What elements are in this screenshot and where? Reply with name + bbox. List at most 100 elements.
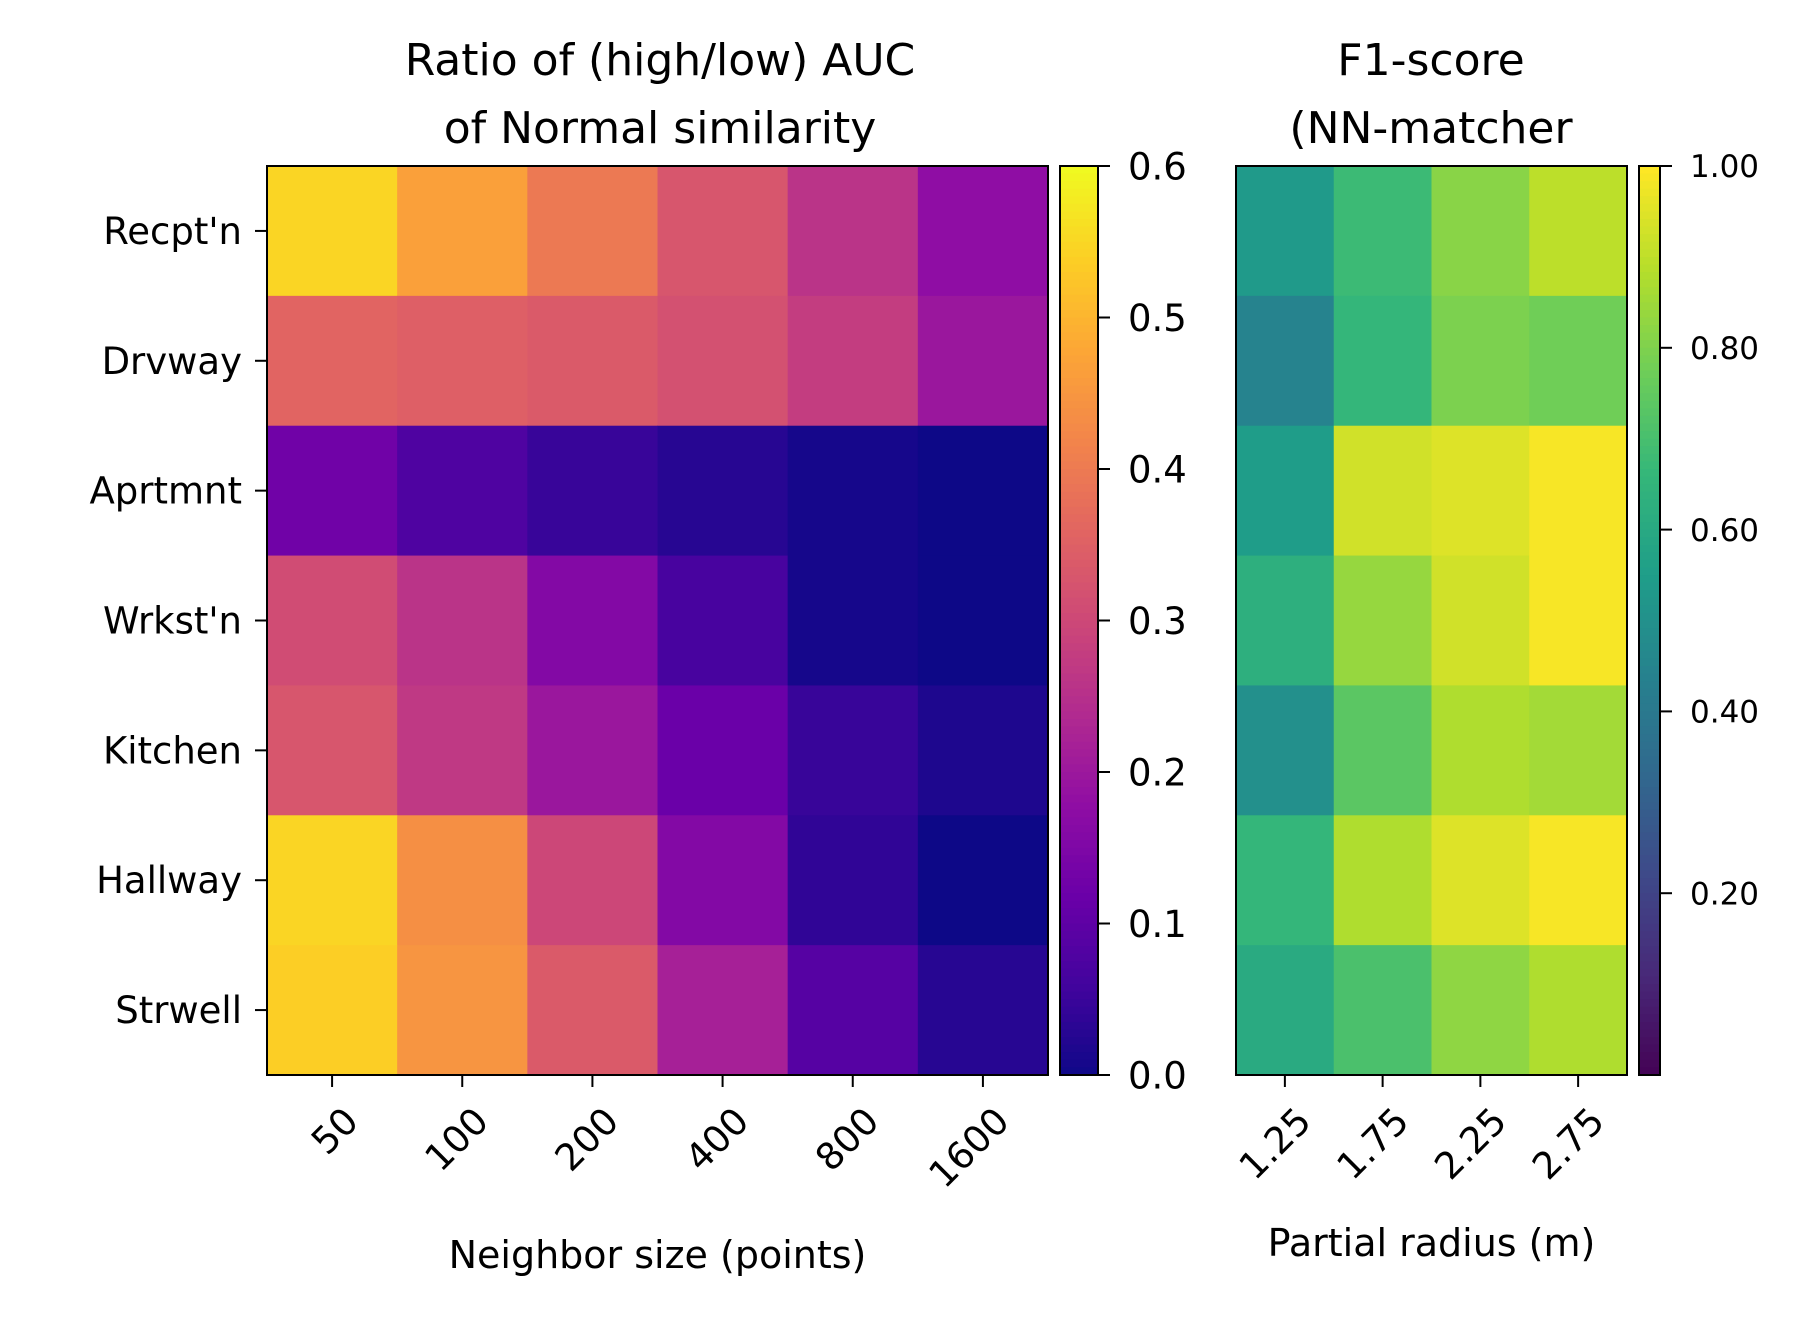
colorbar-segment	[1060, 317, 1098, 326]
colorbar-segment	[1639, 1006, 1660, 1015]
colorbar-segment	[1060, 923, 1098, 932]
colorbar-segment	[1639, 249, 1660, 258]
colorbar-segment	[1639, 385, 1660, 394]
colorbar-segment	[1060, 961, 1098, 970]
colorbar-segment	[1060, 400, 1098, 409]
colorbar-segment	[1060, 166, 1098, 175]
colorbar-segment	[1639, 1037, 1660, 1046]
f1-score-heatmap-panel: F1-score (NN-matcher 1.25 1.75 2.25 2.75 Parti…	[1231, 35, 1759, 1265]
colorbar-segment	[1639, 423, 1660, 432]
colorbar-segment	[1639, 794, 1660, 803]
colorbar-segment	[1060, 605, 1098, 614]
colorbar-segment	[1639, 529, 1660, 538]
colorbar-segment	[1639, 991, 1660, 1000]
colorbar-segment	[1639, 665, 1660, 675]
colorbar-segment	[1060, 825, 1098, 834]
colorbar-segment	[1639, 453, 1660, 463]
colorbar-segment	[1060, 544, 1098, 553]
colorbar-segment	[1639, 840, 1660, 849]
colorbar-segment	[1060, 787, 1098, 796]
colorbar-segment	[1060, 847, 1098, 856]
heatmap-cell	[1236, 555, 1335, 686]
colorbar-segment	[1060, 423, 1098, 432]
colorbar-segment	[1639, 938, 1660, 947]
colorbar-segment	[1639, 469, 1660, 478]
colorbar-segment	[1639, 650, 1660, 659]
x-tick-label: 1.25	[1231, 1099, 1320, 1188]
heatmap-cell	[1236, 945, 1335, 1076]
y-tick-label: Hallway	[96, 859, 242, 902]
colorbar-segment	[1639, 294, 1660, 303]
colorbar-segment	[1060, 415, 1098, 425]
colorbar-segment	[1639, 953, 1660, 962]
colorbar-segment	[1060, 991, 1098, 1000]
colorbar-segment	[1639, 711, 1660, 720]
colorbar-segment	[1060, 711, 1098, 720]
colorbar-segment	[1060, 696, 1098, 705]
colorbar-segment	[1639, 559, 1660, 569]
x-tick-label: 1.75	[1329, 1099, 1418, 1188]
colorbar-tick-label: 0.80	[1690, 331, 1759, 367]
colorbar-segment	[1639, 279, 1660, 288]
colorbar-segment	[1639, 749, 1660, 758]
colorbar-segment	[1060, 499, 1098, 508]
heatmap-cell	[1333, 945, 1432, 1076]
x-tick-label: 50	[303, 1099, 367, 1163]
colorbar-segment	[1060, 840, 1098, 849]
heatmap-cell	[1333, 295, 1432, 427]
colorbar-segment	[1060, 794, 1098, 803]
colorbar-segment	[1060, 575, 1098, 584]
heatmap-cell	[397, 685, 528, 816]
colorbar-tick-label: 0.5	[1128, 297, 1187, 340]
colorbar-segment	[1060, 325, 1098, 334]
heatmap-cell	[527, 815, 658, 946]
x-tick-label: 100	[417, 1099, 497, 1179]
colorbar-segment	[1639, 181, 1660, 190]
colorbar-segment	[1639, 847, 1660, 856]
colorbar-segment	[1060, 915, 1098, 925]
colorbar-segment	[1060, 355, 1098, 364]
colorbar-segment	[1060, 559, 1098, 569]
colorbar-segment	[1060, 529, 1098, 538]
colorbar-segment	[1060, 953, 1098, 962]
heatmap-cell	[787, 166, 919, 297]
heatmap-cell	[657, 295, 789, 427]
colorbar-segment	[1060, 385, 1098, 394]
colorbar-segment	[1639, 362, 1660, 372]
heatmap-cell	[1529, 945, 1628, 1076]
colorbar-segment	[1060, 688, 1098, 697]
colorbar-segment	[1639, 567, 1660, 576]
colorbar-segment	[1060, 968, 1098, 978]
colorbar-segment	[1060, 453, 1098, 463]
heatmap-cell	[1431, 815, 1530, 946]
colorbar-segment	[1639, 484, 1660, 493]
heatmap-cell	[1333, 555, 1432, 686]
colorbar-segment	[1060, 567, 1098, 576]
colorbar-segment	[1060, 476, 1098, 485]
colorbar-segment	[1060, 461, 1098, 470]
colorbar-segment	[1639, 302, 1660, 311]
colorbar-segment	[1639, 287, 1660, 296]
colorbar-segment	[1639, 681, 1660, 690]
colorbar-segment	[1639, 673, 1660, 682]
colorbar-segment	[1060, 378, 1098, 387]
colorbar-segment	[1060, 491, 1098, 500]
colorbar-segment	[1639, 968, 1660, 978]
heatmap-cell	[657, 425, 789, 557]
colorbar-segment	[1639, 575, 1660, 584]
heatmap-cell	[917, 425, 1049, 557]
colorbar-segment	[1060, 272, 1098, 281]
colorbar-frame	[1638, 165, 1661, 1076]
colorbar-segment	[1060, 340, 1098, 349]
colorbar-segment	[1060, 347, 1098, 356]
colorbar-segment	[1060, 590, 1098, 599]
colorbar-segment	[1639, 355, 1660, 364]
heatmap-cell	[1236, 425, 1335, 557]
x-tick-label: 2.75	[1524, 1099, 1613, 1188]
colorbar-segment	[1060, 643, 1098, 652]
colorbar-segment	[1639, 923, 1660, 932]
y-tick-label: Strwell	[115, 989, 242, 1032]
heatmap-cell	[267, 295, 398, 427]
colorbar-segment	[1060, 817, 1098, 826]
colorbar-segment	[1060, 832, 1098, 841]
